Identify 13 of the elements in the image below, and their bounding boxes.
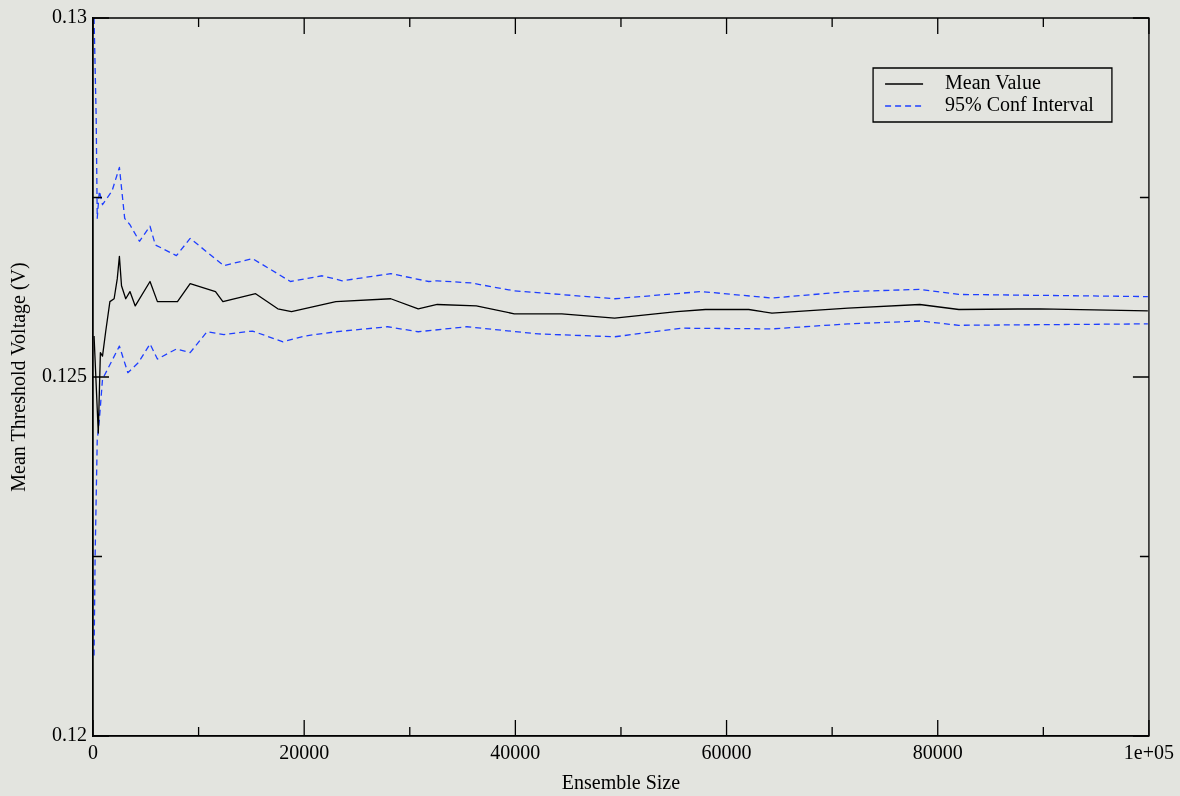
x-tick-label: 1e+05 (1123, 741, 1174, 764)
y-tick-label: 0.125 (42, 364, 87, 387)
y-axis-title: Mean Threshold Voltage (V) (7, 262, 31, 492)
x-tick-label: 40000 (490, 741, 541, 764)
x-tick-label: 60000 (701, 741, 752, 764)
y-tick-label: 0.12 (52, 723, 87, 746)
x-tick-label: 0 (88, 741, 98, 764)
legend-label: Mean Value (945, 71, 1041, 94)
x-tick-label: 80000 (912, 741, 963, 764)
x-axis-title: Ensemble Size (561, 771, 681, 794)
legend-label: 95% Conf Interval (945, 93, 1095, 116)
y-tick-label: 0.13 (52, 5, 87, 28)
x-tick-label: 20000 (279, 741, 330, 764)
